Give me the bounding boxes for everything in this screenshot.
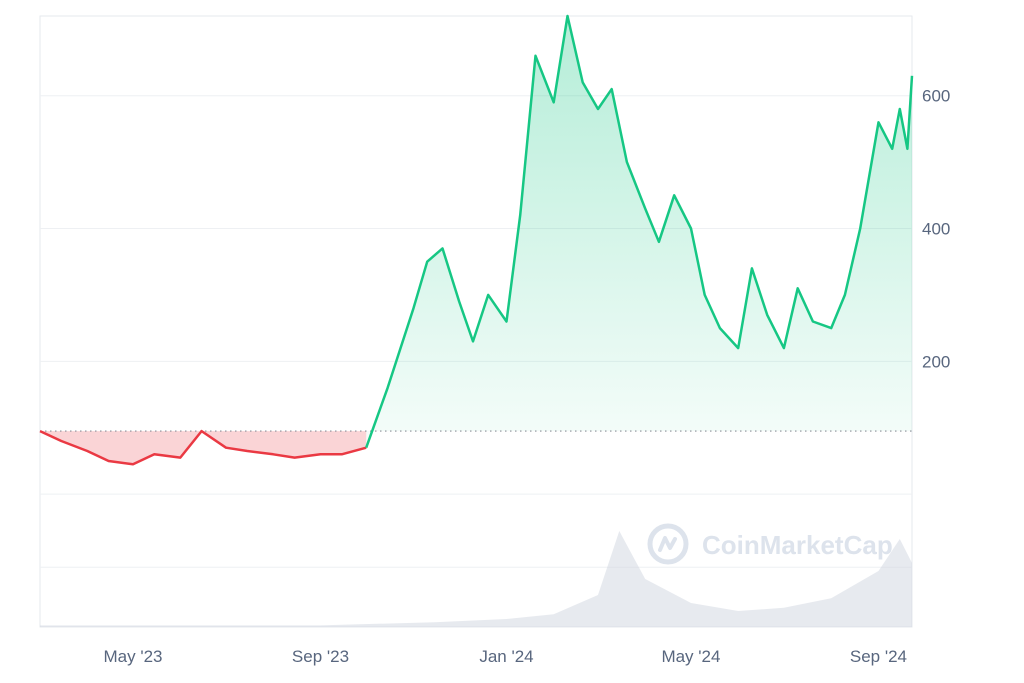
watermark-text: CoinMarketCap xyxy=(702,530,893,560)
watermark: CoinMarketCap xyxy=(647,523,893,565)
x-tick-label: Sep '24 xyxy=(850,647,907,666)
volume-area xyxy=(40,531,912,627)
y-tick-label: 600 xyxy=(922,87,950,106)
y-tick-label: 200 xyxy=(922,352,950,371)
x-tick-label: May '24 xyxy=(661,647,720,666)
x-tick-label: Jan '24 xyxy=(479,647,533,666)
coinmarketcap-logo-icon xyxy=(647,523,689,565)
x-axis: May '23 Sep '23 Jan '24 May '24 Sep '24 xyxy=(103,647,907,666)
x-tick-label: May '23 xyxy=(103,647,162,666)
line-layer xyxy=(39,14,914,466)
down-area xyxy=(40,431,367,465)
y-tick-label: 400 xyxy=(922,220,950,239)
x-tick-label: Sep '23 xyxy=(292,647,349,666)
y-axis: 200 400 600 xyxy=(922,87,950,372)
up-area xyxy=(366,16,912,448)
price-line-up xyxy=(365,14,914,449)
price-line-down xyxy=(39,429,367,466)
area-layer xyxy=(40,16,912,465)
volume-layer xyxy=(40,531,912,627)
